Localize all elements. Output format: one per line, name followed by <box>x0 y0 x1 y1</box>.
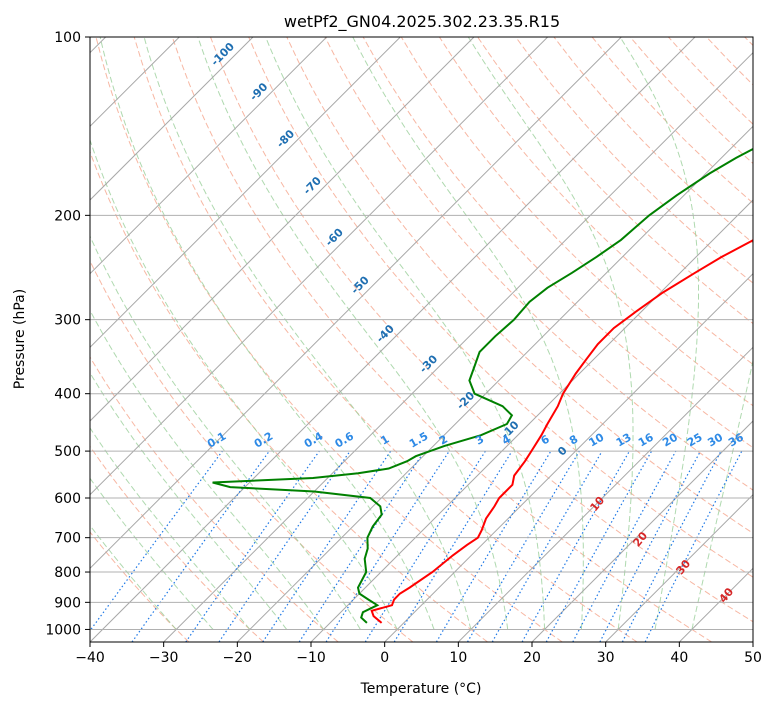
moist-adiabat <box>90 371 288 630</box>
dry-adiabat <box>95 37 563 642</box>
moist-adiabat <box>197 37 509 630</box>
mixing-ratio-line <box>131 450 270 642</box>
dry-adiabat <box>90 150 488 642</box>
moist-adiabat <box>90 138 398 630</box>
mixing-ratio-line <box>262 450 392 642</box>
mixing-ratio-line <box>325 450 450 642</box>
dry-adiabat <box>210 37 753 623</box>
x-tick-label: −40 <box>75 650 105 666</box>
x-tick-label: 20 <box>523 650 541 666</box>
x-tick-label: 50 <box>744 650 762 666</box>
moist-adiabat <box>691 358 753 630</box>
moist-adiabat <box>90 427 251 630</box>
mixing-ratio-line <box>218 450 351 642</box>
mixing-ratio-line <box>90 450 223 632</box>
mixing-ratio-line <box>572 450 677 642</box>
chart-title: wetPf2_GN04.2025.302.23.35.R15 <box>284 12 560 32</box>
moist-adiabat <box>90 477 214 630</box>
isotherm-line <box>90 37 401 349</box>
dewpoint-profile <box>212 147 753 624</box>
y-tick-label: 300 <box>54 313 81 329</box>
x-tick-label: −20 <box>223 650 253 666</box>
y-tick-label: 900 <box>54 595 81 611</box>
dry-adiabat <box>438 37 753 366</box>
isotherm-line <box>310 199 753 642</box>
dry-adiabat <box>515 37 753 284</box>
moist-adiabat <box>90 524 177 630</box>
mixing-ratio-line <box>521 450 631 642</box>
isotherm-line <box>90 37 622 570</box>
dry-adiabat <box>248 37 753 578</box>
moist-adiabat <box>619 37 699 630</box>
plot-frame <box>89 36 754 643</box>
dry-adiabat <box>400 37 753 407</box>
x-tick-label: −10 <box>296 650 326 666</box>
dry-adiabat <box>90 531 190 642</box>
y-tick-label: 600 <box>54 491 81 507</box>
x-axis: −40 −30 −20 −10 0 10 20 30 40 50 <box>75 642 762 666</box>
y-tick-label: 400 <box>54 387 81 403</box>
moist-adiabat <box>90 235 361 630</box>
dry-adiabat <box>90 356 339 642</box>
moist-adiabat <box>99 37 435 630</box>
isotherm-line <box>90 37 549 496</box>
isotherm-line <box>605 493 753 642</box>
y-tick-label: 100 <box>54 30 81 46</box>
moist-adiabat <box>352 37 584 630</box>
isotherm-line <box>384 272 753 642</box>
dry-adiabat <box>90 445 264 642</box>
y-tick-label: 200 <box>54 208 81 224</box>
y-tick-label: 500 <box>54 444 81 460</box>
y-axis: 1000 900 800 700 600 500 400 300 200 100 <box>45 30 90 638</box>
y-tick-label: 800 <box>54 565 81 581</box>
moist-adiabat <box>467 37 634 630</box>
y-tick-label: 1000 <box>45 622 81 638</box>
isotherm-line <box>90 37 475 422</box>
isotherm-line <box>163 51 753 642</box>
temperature-profile <box>370 239 753 624</box>
x-tick-label: 0 <box>380 650 389 666</box>
x-tick-label: 40 <box>670 650 688 666</box>
isotherm-line <box>457 346 753 642</box>
x-tick-label: 30 <box>597 650 615 666</box>
pressure-gridlines <box>90 37 753 630</box>
isotherm-line <box>531 420 753 642</box>
mixing-ratio-line <box>644 450 743 642</box>
isotherm-line <box>90 37 328 275</box>
isotherm-line <box>236 125 753 642</box>
x-tick-label: 10 <box>449 650 467 666</box>
isotherm-line <box>90 37 696 642</box>
background-reference-lines <box>90 37 753 642</box>
x-axis-label: Temperature (°C) <box>360 681 482 697</box>
isotherm-line <box>90 37 254 201</box>
dry-adiabat <box>133 37 638 642</box>
mixing-ratio-line <box>185 450 320 642</box>
x-tick-label: −30 <box>149 650 179 666</box>
y-tick-label: 700 <box>54 531 81 547</box>
moist-adiabat <box>265 37 546 630</box>
mixing-ratio-line <box>393 450 513 642</box>
sounding-profiles <box>212 147 753 624</box>
y-axis-label: Pressure (hPa) <box>12 289 28 389</box>
mixing-ratio-line <box>545 450 653 642</box>
mixing-ratio-line <box>298 450 425 642</box>
